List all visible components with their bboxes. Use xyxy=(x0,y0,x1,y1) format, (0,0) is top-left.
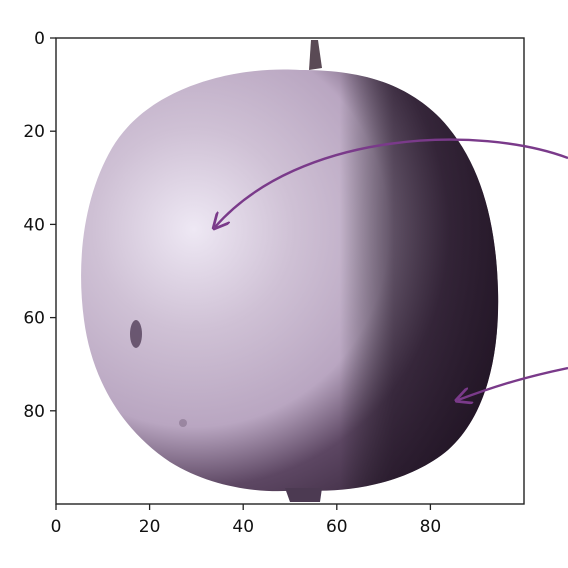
x-tick-label: 80 xyxy=(420,517,442,537)
y-tick-label: 80 xyxy=(23,402,45,422)
plot-frame xyxy=(55,37,525,505)
y-tick-label: 40 xyxy=(23,215,45,235)
apple-blemish xyxy=(179,419,187,427)
arrow-to-highlight xyxy=(215,138,568,227)
x-tick-label: 60 xyxy=(326,517,348,537)
x-axis: 0 20 40 60 80 xyxy=(51,504,442,537)
apple-shadow-side xyxy=(81,69,499,492)
y-tick-label: 0 xyxy=(34,29,45,49)
x-tick-label: 40 xyxy=(232,517,254,537)
y-tick-label: 20 xyxy=(23,122,45,142)
apple-blemish xyxy=(130,320,142,348)
x-tick-label: 20 xyxy=(139,517,161,537)
y-axis: 0 20 40 60 80 xyxy=(23,29,56,422)
arrow-to-shadow xyxy=(458,366,568,400)
apple-stem xyxy=(309,40,322,70)
x-tick-label: 0 xyxy=(51,517,62,537)
y-tick-label: 60 xyxy=(23,309,45,329)
apple-bottom-stub xyxy=(285,488,322,502)
